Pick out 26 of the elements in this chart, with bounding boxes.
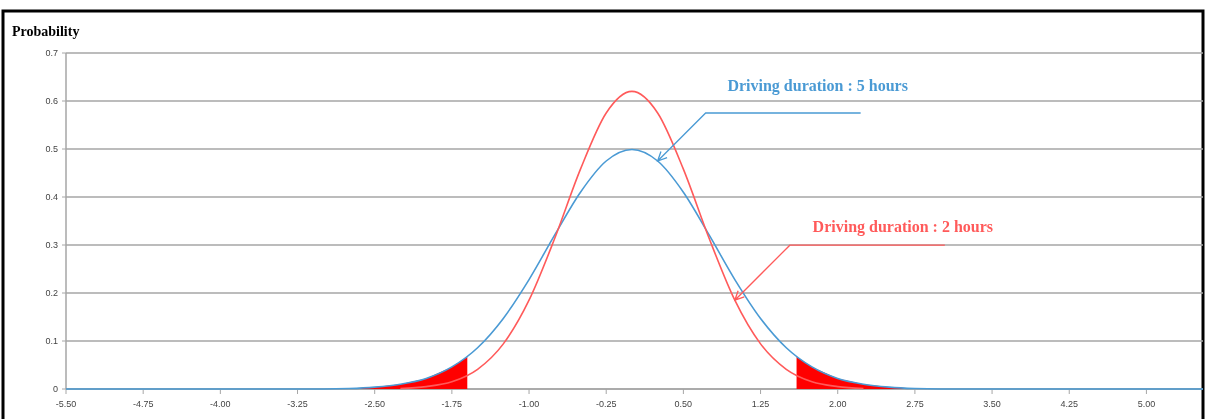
annotation: Driving duration : 5 hours — [727, 77, 908, 95]
x-tick-label: 2.00 — [828, 399, 847, 409]
x-tick-label: -1.00 — [518, 399, 540, 409]
x-tick-label: -5.50 — [55, 399, 77, 409]
y-tick-label: 0 — [52, 384, 58, 395]
x-tick-label: -3.25 — [287, 399, 308, 409]
x-tick-label: -4.00 — [210, 399, 231, 409]
y-axis-title: Probability — [12, 24, 80, 39]
y-tick-label: 0.3 — [45, 240, 58, 251]
x-tick-label: -0.25 — [595, 399, 617, 409]
y-tick-label: 0.2 — [45, 288, 58, 299]
x-tick-label: 1.25 — [751, 399, 770, 409]
x-tick-label: 3.50 — [983, 399, 1001, 409]
x-tick-label: -1.75 — [441, 399, 463, 409]
y-tick-label: 0.6 — [45, 96, 58, 107]
x-tick-label: 0.50 — [674, 399, 693, 409]
y-tick-label: 0.1 — [45, 336, 58, 347]
y-tick-label: 0.7 — [45, 48, 58, 59]
x-tick-label: -2.50 — [364, 399, 385, 409]
x-tick-label: -4.75 — [132, 399, 154, 409]
x-tick-label: 5.00 — [1137, 399, 1156, 409]
x-tick-label: 4.25 — [1060, 399, 1078, 409]
x-tick-label: 2.75 — [906, 399, 924, 409]
annotation: Driving duration : 2 hours — [812, 218, 994, 237]
y-tick-label: 0.4 — [45, 192, 58, 203]
y-tick-label: 0.5 — [45, 144, 58, 155]
